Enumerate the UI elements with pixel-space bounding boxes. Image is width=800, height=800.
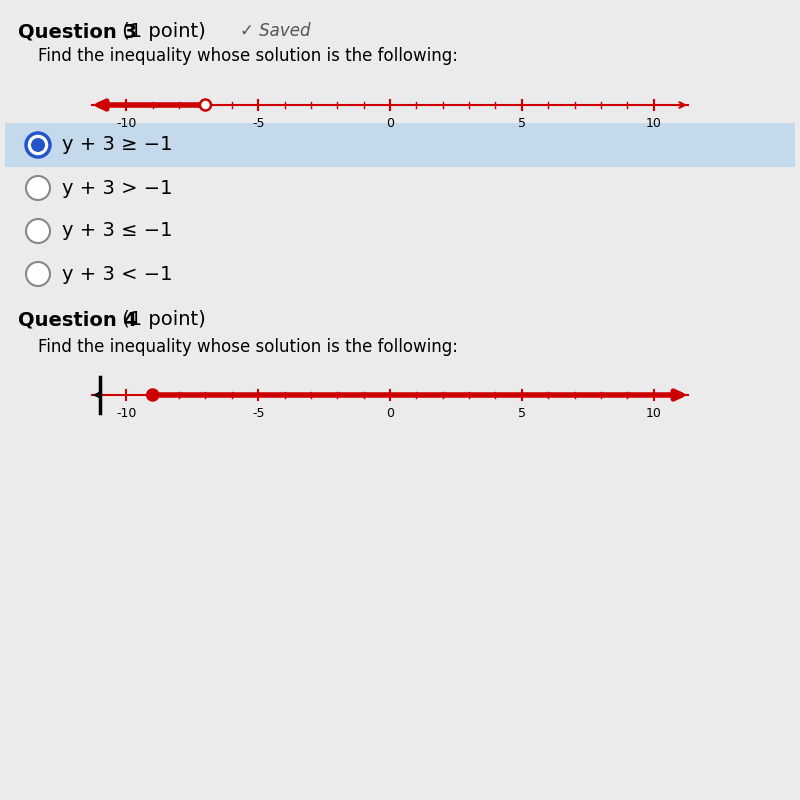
- Text: 10: 10: [646, 407, 662, 420]
- Circle shape: [31, 138, 45, 152]
- Text: -5: -5: [252, 117, 265, 130]
- Circle shape: [147, 390, 158, 401]
- Text: 10: 10: [646, 117, 662, 130]
- Text: Question 3: Question 3: [18, 22, 137, 41]
- Text: 5: 5: [518, 407, 526, 420]
- Circle shape: [200, 99, 211, 110]
- Text: y + 3 ≥ −1: y + 3 ≥ −1: [62, 135, 173, 154]
- Text: 5: 5: [518, 117, 526, 130]
- Text: ✓ Saved: ✓ Saved: [240, 22, 310, 40]
- Text: 0: 0: [386, 407, 394, 420]
- Circle shape: [26, 262, 50, 286]
- Text: -5: -5: [252, 407, 265, 420]
- Text: -10: -10: [116, 117, 137, 130]
- Circle shape: [26, 219, 50, 243]
- Text: Find the inequality whose solution is the following:: Find the inequality whose solution is th…: [38, 47, 458, 65]
- Text: Question 4: Question 4: [18, 310, 137, 329]
- Text: (1 point): (1 point): [116, 22, 206, 41]
- FancyBboxPatch shape: [5, 123, 795, 167]
- Circle shape: [26, 133, 50, 157]
- Circle shape: [26, 176, 50, 200]
- Text: y + 3 > −1: y + 3 > −1: [62, 178, 173, 198]
- Text: 0: 0: [386, 117, 394, 130]
- Text: -10: -10: [116, 407, 137, 420]
- Text: y + 3 ≤ −1: y + 3 ≤ −1: [62, 222, 173, 241]
- Text: Find the inequality whose solution is the following:: Find the inequality whose solution is th…: [38, 338, 458, 356]
- Text: (1 point): (1 point): [116, 310, 206, 329]
- Text: y + 3 < −1: y + 3 < −1: [62, 265, 173, 283]
